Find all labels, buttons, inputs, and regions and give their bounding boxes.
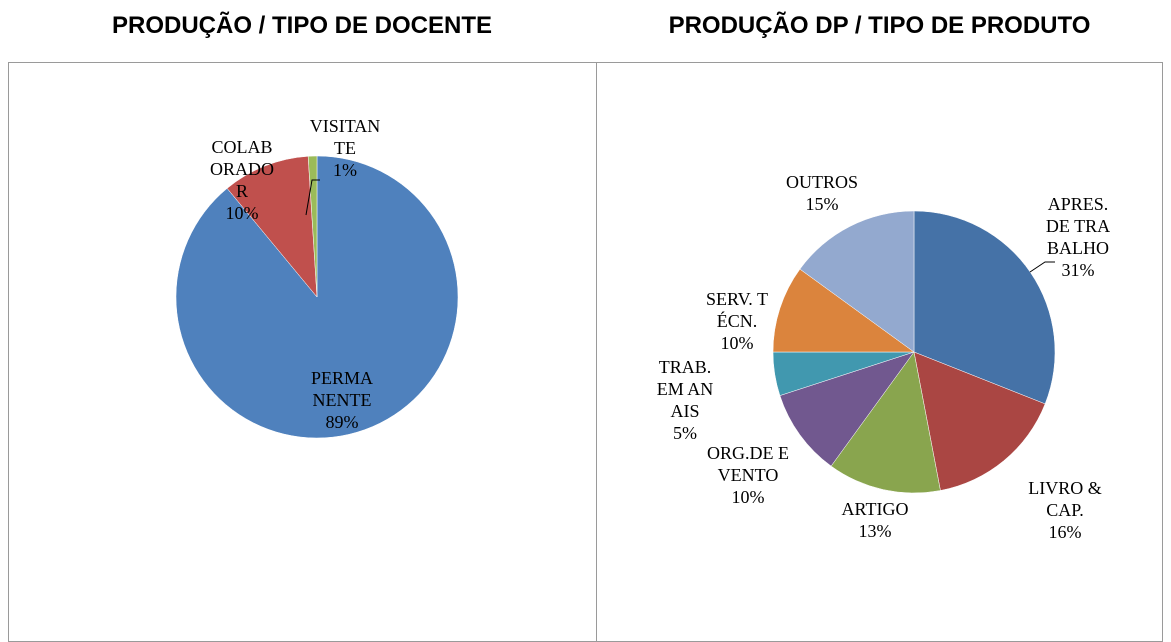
value-label: 31% bbox=[1061, 260, 1095, 280]
pie-slice bbox=[913, 351, 1046, 491]
category-label: ORG.DE EVENTO bbox=[707, 443, 789, 485]
value-label: 10% bbox=[225, 203, 259, 223]
value-label: 10% bbox=[731, 487, 765, 507]
data-label: TRAB. EM ANAIS 5% bbox=[652, 356, 718, 444]
category-label: ARTIGO bbox=[841, 499, 909, 519]
leader-line bbox=[305, 179, 320, 216]
pie-slice bbox=[226, 156, 318, 298]
pie-slice bbox=[830, 351, 941, 494]
value-label: 89% bbox=[325, 412, 359, 432]
data-label: OUTROS 15% bbox=[782, 171, 862, 215]
pie-slice bbox=[772, 268, 915, 353]
value-label: 13% bbox=[858, 521, 892, 541]
data-label: LIVRO & CAP. 16% bbox=[1025, 477, 1105, 543]
value-label: 5% bbox=[673, 423, 697, 443]
chart-title: PRODUÇÃO / TIPO DE DOCENTE bbox=[111, 12, 493, 39]
category-label: SERV. TÉCN. bbox=[706, 289, 768, 331]
value-label: 16% bbox=[1048, 522, 1082, 542]
data-label: COLABORADOR 10% bbox=[206, 136, 278, 224]
category-label: LIVRO & CAP. bbox=[1028, 478, 1102, 520]
data-label: VISITANTE 1% bbox=[306, 115, 384, 181]
pie-slice bbox=[913, 210, 1056, 405]
category-label: OUTROS bbox=[785, 172, 858, 192]
data-label: APRES. DE TRABALHO 31% bbox=[1043, 193, 1113, 281]
data-label: ORG.DE EVENTO 10% bbox=[706, 442, 790, 508]
category-label: TRAB. EM ANAIS bbox=[656, 357, 714, 421]
chart-title: PRODUÇÃO DP / TIPO DE PRODUTO bbox=[668, 12, 1091, 39]
leader-line bbox=[1029, 261, 1055, 273]
pie-slice bbox=[799, 210, 915, 353]
category-label: PERMANENTE bbox=[310, 368, 373, 410]
value-label: 15% bbox=[805, 194, 839, 214]
pie-slice bbox=[779, 351, 915, 467]
data-label: SERV. TÉCN. 10% bbox=[704, 288, 770, 354]
data-label: PERMANENTE 89% bbox=[306, 367, 378, 433]
category-label: APRES. DE TRABALHO bbox=[1045, 194, 1111, 258]
category-label: COLABORADOR bbox=[209, 137, 274, 201]
category-label: VISITANTE bbox=[309, 116, 381, 158]
data-label: ARTIGO 13% bbox=[835, 498, 915, 542]
value-label: 1% bbox=[333, 160, 357, 180]
value-label: 10% bbox=[720, 333, 754, 353]
